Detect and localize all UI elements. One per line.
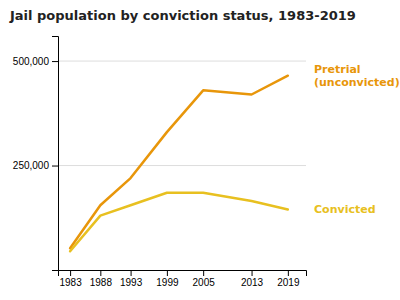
x-tick-label: 2013 bbox=[241, 277, 264, 288]
y-axis-line bbox=[52, 37, 59, 271]
series-labels: Pretrial(unconvicted) Convicted bbox=[314, 63, 400, 216]
lines bbox=[70, 76, 288, 252]
x-tick: 1993 bbox=[120, 270, 143, 288]
grid-line bbox=[58, 165, 306, 166]
chart-title: Jail population by conviction status, 19… bbox=[9, 8, 356, 23]
x-tick: 1983 bbox=[59, 270, 82, 288]
x-tick-label: 1988 bbox=[90, 277, 113, 288]
x-tick-label: 2005 bbox=[193, 277, 216, 288]
plot-area: 1983 1988 1993 1999 2005 2013 2019 250,000 500,0… bbox=[13, 37, 400, 289]
x-tick-label: 1999 bbox=[156, 277, 179, 288]
series-label: Pretrial(unconvicted) bbox=[314, 63, 400, 88]
x-tick-mark bbox=[70, 270, 71, 276]
y-tick-label: 250,000 bbox=[13, 160, 50, 171]
y-axis: 250,000 500,000 bbox=[13, 37, 59, 271]
series-line bbox=[70, 76, 288, 249]
x-tick-label: 1993 bbox=[120, 277, 143, 288]
x-tick: 2019 bbox=[277, 270, 300, 288]
y-tick: 250,000 bbox=[13, 160, 58, 171]
x-tick-mark bbox=[203, 270, 204, 276]
chart: 1983 1988 1993 1999 2005 2013 2019 250,000 500,0… bbox=[0, 0, 400, 300]
x-tick: 1988 bbox=[90, 270, 113, 288]
x-tick: 2013 bbox=[241, 270, 264, 288]
series-label: Convicted bbox=[314, 203, 376, 216]
x-tick-mark bbox=[100, 270, 101, 276]
x-tick-label: 1983 bbox=[59, 277, 82, 288]
x-tick-mark bbox=[288, 270, 289, 276]
y-tick-mark bbox=[52, 166, 58, 167]
y-tick: 500,000 bbox=[13, 56, 58, 67]
series-line bbox=[70, 193, 288, 252]
x-tick: 1999 bbox=[156, 270, 179, 288]
x-tick-mark bbox=[131, 270, 132, 276]
y-tick-label: 500,000 bbox=[13, 56, 50, 67]
y-tick-mark bbox=[52, 61, 58, 62]
x-tick-label: 2019 bbox=[277, 277, 300, 288]
x-tick-mark bbox=[252, 270, 253, 276]
x-tick-mark bbox=[167, 270, 168, 276]
x-tick: 2005 bbox=[193, 270, 216, 288]
x-axis-line bbox=[59, 271, 307, 277]
grid-line bbox=[58, 61, 306, 62]
x-axis: 1983 1988 1993 1999 2005 2013 2019 bbox=[59, 270, 307, 288]
